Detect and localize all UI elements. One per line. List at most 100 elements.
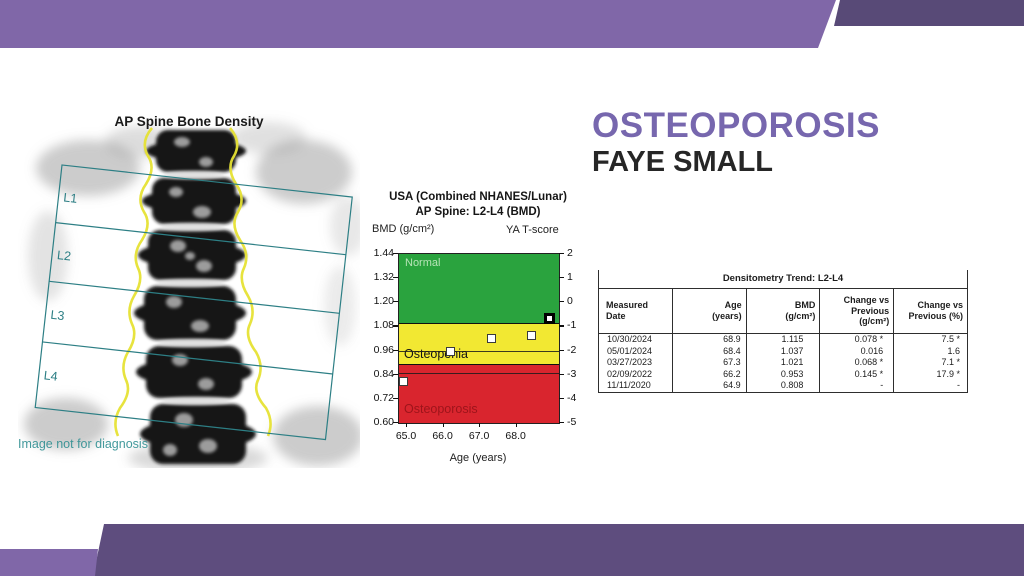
x-tick [515, 423, 517, 427]
roi-label-l2: L2 [56, 248, 71, 263]
y-tick-label-right: 1 [567, 271, 573, 284]
table-cell: 7.1 * [893, 357, 968, 369]
data-point [446, 347, 456, 357]
footer-band-light [0, 549, 98, 576]
data-point [398, 376, 408, 386]
y-tick-right [559, 253, 564, 255]
spine-xray-svg: L1 L2 L3 L4 Image not for diagnosis [18, 122, 360, 468]
y-tick-right [559, 422, 564, 424]
y-tick-label-left: 0.60 [373, 416, 394, 428]
table-cell: 05/01/2024 [598, 345, 673, 358]
data-point [486, 333, 496, 343]
zone-label-osteopenia: Osteopenia [404, 346, 468, 361]
y-tick-label-right: 0 [567, 295, 573, 308]
bone-contour-outline [114, 127, 272, 437]
header-band-light [0, 0, 836, 48]
slide-title: OSTEOPOROSIS [592, 106, 880, 145]
y-tick-label-left: 0.96 [373, 343, 394, 356]
y-tick-label-right: 2 [567, 247, 573, 259]
y-tick-label-right: -1 [567, 319, 577, 332]
y-tick-left [393, 349, 398, 351]
table-row: 05/01/2024 68.4 1.037 0.016 1.6 [598, 345, 968, 358]
table-cell: 1.021 [745, 357, 821, 369]
table-cell: 0.078 * [819, 333, 895, 346]
x-tick-label: 65.0 [395, 430, 417, 442]
table-cell: 0.016 [819, 345, 895, 358]
reference-line-0 [399, 350, 559, 352]
y-tick-label-right: -5 [567, 416, 577, 428]
table-cell: 0.068 * [819, 357, 895, 369]
y-tick-left [393, 397, 398, 400]
chart-title-line2: AP Spine: L2-L4 (BMD) [415, 206, 541, 218]
vertebra-roi-grid: L1 L2 L3 L4 [34, 164, 353, 441]
right-axis-label: YA T-score [506, 224, 559, 236]
y-tick-label-left: 1.20 [373, 295, 394, 308]
y-tick-right [559, 349, 564, 351]
y-tick-left [393, 325, 398, 327]
table-row: 10/30/2024 68.9 1.115 0.078 * 7.5 * [598, 333, 968, 346]
x-axis-title: Age (years) [449, 452, 507, 464]
y-tick-label-left: 0.72 [373, 391, 394, 404]
footer-band-dark [93, 524, 1024, 576]
table-row: 11/11/2020 64.9 0.808- - [598, 380, 968, 393]
x-tick [442, 423, 444, 427]
densitometry-table: Densitometry Trend: L2-L4 Measured Date A… [598, 270, 968, 393]
table-cell: 0.145 * [819, 368, 895, 381]
table-cell: 17.9 * [893, 368, 968, 381]
scan-watermark: Image not for diagnosis [18, 437, 148, 451]
y-tick-label-right: -2 [567, 343, 577, 356]
roi-label-l4: L4 [43, 368, 58, 383]
table-cell: 68.9 [671, 333, 747, 346]
zone-osteopenia: Osteopenia [399, 323, 559, 364]
column-header-4: Change vs Previous (%) [893, 288, 968, 334]
table-cell: 1.6 [893, 345, 968, 358]
table-row: 03/27/2023 67.3 1.021 0.068 * 7.1 * [598, 357, 968, 369]
chart-title-line1: USA (Combined NHANES/Lunar) [389, 191, 567, 203]
table-header-row: Measured Date Age (years) BMD (g/cm²) Chang… [598, 288, 968, 334]
y-tick-label-right: -3 [567, 367, 577, 380]
table-cell: 66.2 [671, 368, 747, 381]
x-tick [479, 423, 481, 427]
roi-label-l1: L1 [63, 190, 78, 205]
y-tick-right [559, 277, 564, 279]
bmd-reference-chart: USA (Combined NHANES/Lunar) AP Spine: L2… [360, 190, 580, 480]
table-cell: 1.037 [745, 345, 821, 358]
table-cell: 0.953 [745, 368, 821, 381]
zone-label-osteoporosis: Osteoporosis [404, 401, 478, 416]
y-tick-label-right: -4 [567, 391, 577, 404]
x-tick-label: 66.0 [432, 430, 453, 442]
table-cell: 03/27/2023 [598, 357, 673, 369]
y-tick-left [393, 422, 398, 424]
y-tick-right [559, 373, 564, 375]
y-tick-right [559, 301, 564, 303]
table-cell: 64.9 [671, 380, 747, 393]
column-header-3: Change vs Previous (g/cm²) [819, 288, 895, 334]
roi-label-l3: L3 [50, 308, 65, 323]
y-tick-left [393, 277, 398, 279]
data-point-current [543, 313, 555, 325]
table-cell: - [819, 380, 895, 393]
table-cell: 67.3 [671, 357, 747, 369]
table-cell: 1.115 [745, 333, 821, 346]
left-axis-label: BMD (g/cm²) [372, 223, 435, 235]
column-header-1: Age (years) [671, 288, 747, 334]
table-cell: 10/30/2024 [598, 333, 673, 346]
patient-name: FAYE SMALL [592, 146, 774, 178]
headline-block: OSTEOPOROSIS FAYE SMALL [592, 108, 1012, 177]
table-body: 10/30/2024 68.9 1.115 0.078 * 7.5 * 05/01/202… [598, 333, 968, 393]
y-tick-right [559, 325, 564, 327]
data-point [526, 330, 536, 340]
zone-normal: Normal [399, 254, 559, 323]
y-tick-label-left: 1.08 [373, 319, 394, 332]
column-header-0: Measured Date [598, 288, 673, 334]
reference-line-1 [399, 373, 559, 375]
table-cell: 68.4 [671, 345, 747, 358]
table-cell: 0.808 [745, 380, 821, 393]
zone-label-normal: Normal [405, 257, 441, 269]
y-tick-label-left: 0.84 [373, 367, 394, 380]
y-tick-right [559, 397, 564, 400]
y-tick-label-left: 1.44 [373, 247, 394, 259]
y-tick-label-left: 1.32 [373, 271, 394, 284]
densitometry-trend: Densitometry Trend: L2-L4 Measured Date A… [598, 270, 968, 393]
